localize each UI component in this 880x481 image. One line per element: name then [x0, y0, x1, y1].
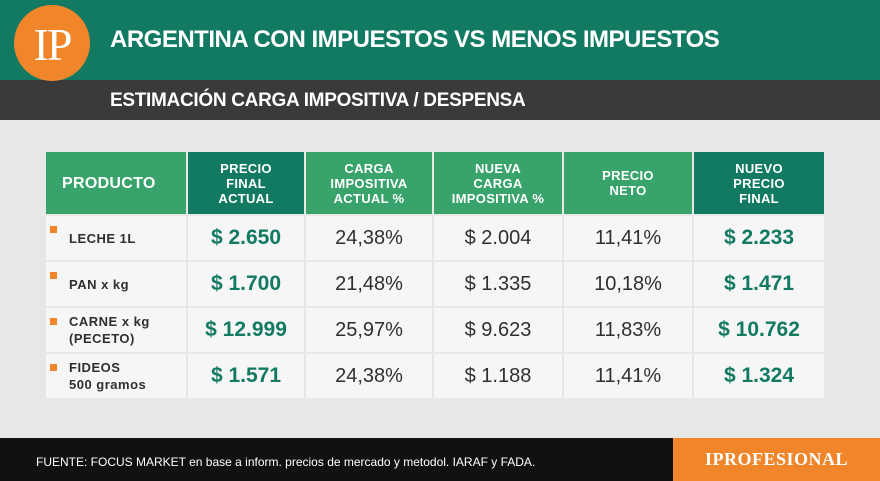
- ip-logo: IP: [14, 5, 90, 81]
- cell-precio-neto: 11,83%: [564, 308, 692, 352]
- iprofesional-logo-text: IPROFESIONAL: [704, 449, 849, 469]
- cell-precio-neto: 10,18%: [564, 262, 692, 306]
- page-subtitle: ESTIMACIÓN CARGA IMPOSITIVA / DESPENSA: [110, 90, 526, 111]
- table-row-product: LECHE 1L: [46, 216, 186, 260]
- subheader-bar: [0, 80, 880, 120]
- table-row-product: PAN x kg: [46, 262, 186, 306]
- header-producto: PRODUCTO: [46, 152, 186, 214]
- cell-precio-final-actual: $ 12.999: [188, 308, 304, 352]
- header-nuevo-precio-final: NUEVO PRECIO FINAL: [694, 152, 824, 214]
- cell-carga-actual: 24,38%: [306, 216, 432, 260]
- bullet-icon: [50, 226, 57, 233]
- header-precio-neto: PRECIO NETO: [564, 152, 692, 214]
- cell-nuevo-precio-final: $ 1.324: [694, 354, 824, 398]
- bullet-icon: [50, 364, 57, 371]
- page-title: ARGENTINA CON IMPUESTOS VS MENOS IMPUEST…: [110, 26, 720, 53]
- header-bar: [0, 0, 880, 80]
- cell-nuevo-precio-final: $ 2.233: [694, 216, 824, 260]
- cell-carga-actual: 21,48%: [306, 262, 432, 306]
- header-nueva-carga: NUEVA CARGA IMPOSITIVA %: [434, 152, 562, 214]
- cell-nueva-carga: $ 1.188: [434, 354, 562, 398]
- cell-carga-actual: 24,38%: [306, 354, 432, 398]
- cell-precio-final-actual: $ 2.650: [188, 216, 304, 260]
- cell-precio-neto: 11,41%: [564, 354, 692, 398]
- cell-nueva-carga: $ 9.623: [434, 308, 562, 352]
- cell-nuevo-precio-final: $ 10.762: [694, 308, 824, 352]
- cell-nueva-carga: $ 1.335: [434, 262, 562, 306]
- iprofesional-logo: IPROFESIONAL: [673, 438, 880, 481]
- cell-precio-final-actual: $ 1.571: [188, 354, 304, 398]
- cell-carga-actual: 25,97%: [306, 308, 432, 352]
- bullet-icon: [50, 318, 57, 325]
- source-note: FUENTE: FOCUS MARKET en base a inform. p…: [36, 455, 536, 469]
- table-row-product: CARNE x kg (PECETO): [46, 308, 186, 352]
- tax-table: PRODUCTO PRECIO FINAL ACTUAL CARGA IMPOS…: [46, 152, 826, 398]
- ip-logo-text: IP: [33, 18, 73, 70]
- bullet-icon: [50, 272, 57, 279]
- header-precio-final-actual: PRECIO FINAL ACTUAL: [188, 152, 304, 214]
- cell-precio-neto: 11,41%: [564, 216, 692, 260]
- cell-precio-final-actual: $ 1.700: [188, 262, 304, 306]
- table-row-product: FIDEOS 500 gramos: [46, 354, 186, 398]
- header-carga-actual: CARGA IMPOSITIVA ACTUAL %: [306, 152, 432, 214]
- cell-nuevo-precio-final: $ 1.471: [694, 262, 824, 306]
- cell-nueva-carga: $ 2.004: [434, 216, 562, 260]
